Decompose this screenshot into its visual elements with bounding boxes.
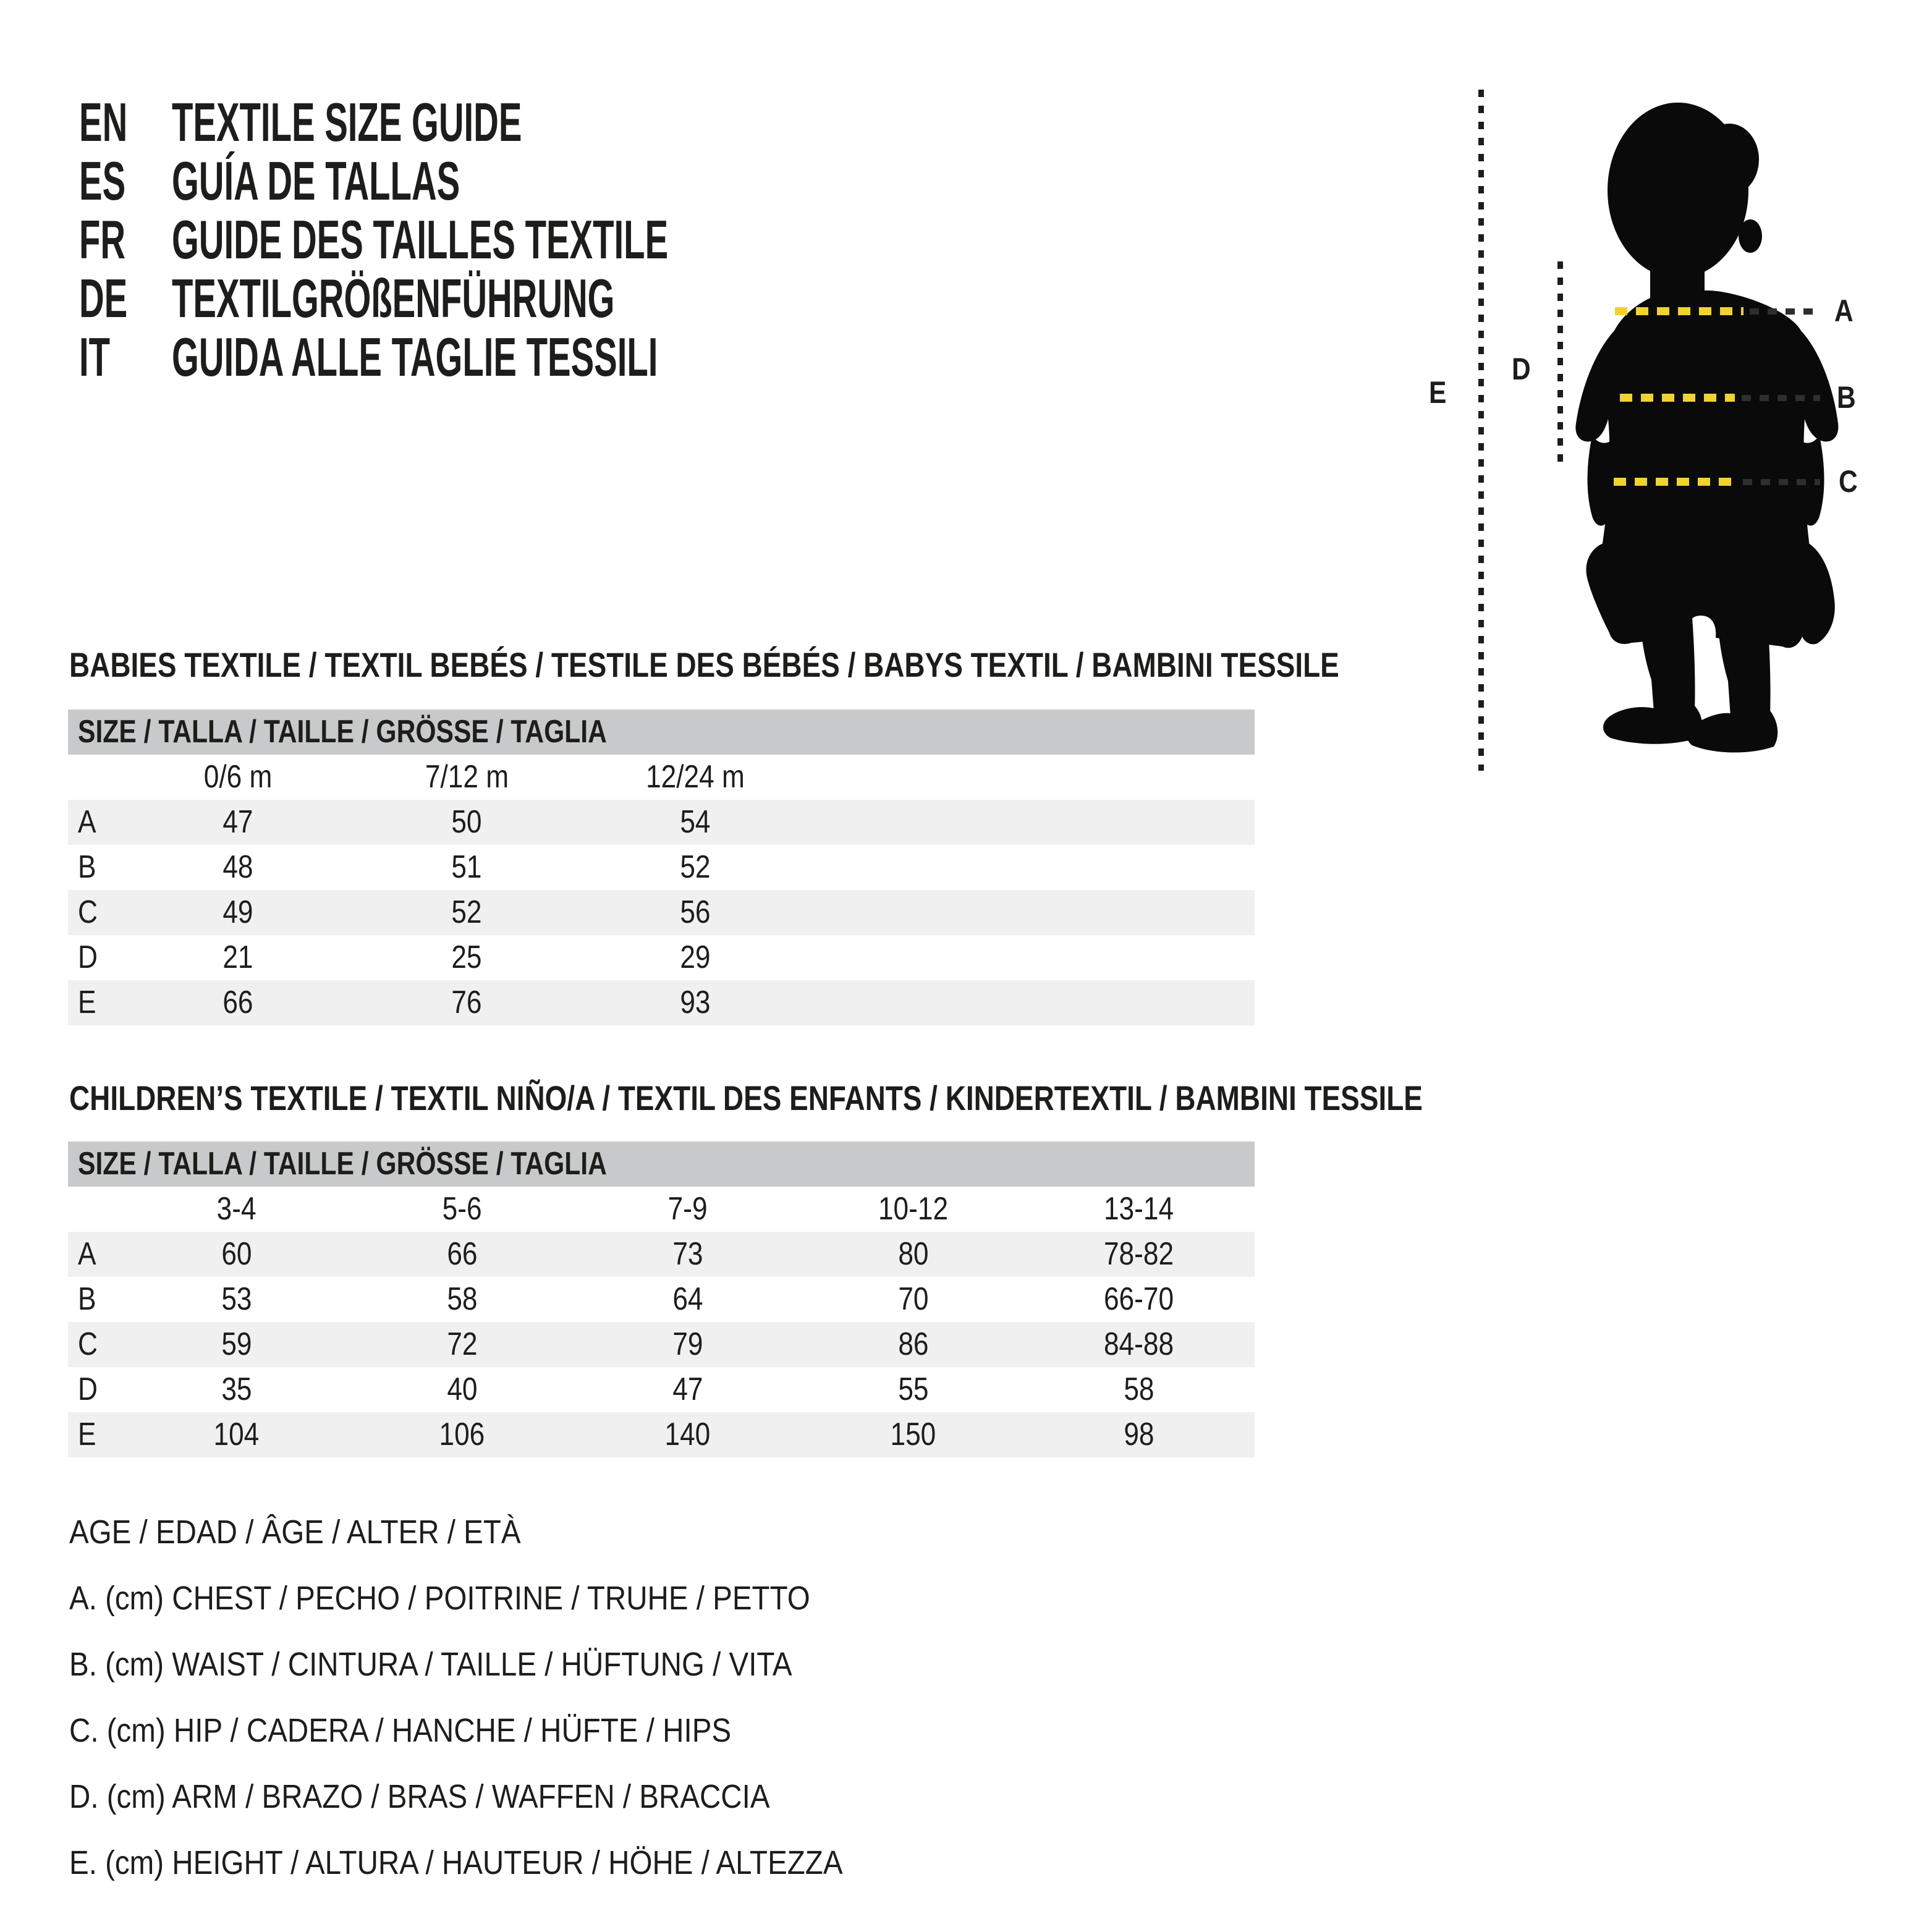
guide-title-en: TEXTILE SIZE GUIDE bbox=[172, 91, 522, 153]
table-row: D 35 40 47 55 58 bbox=[78, 1371, 1155, 1407]
hip-label: C bbox=[1839, 464, 1858, 499]
hip-dash-dark bbox=[1743, 479, 1820, 485]
children-size-header-bar: SIZE / TALLA / TAILLE / GRÖSSE / TAGLIA bbox=[68, 1142, 1255, 1187]
babies-col-1: 7/12 m bbox=[425, 759, 509, 795]
waist-label: B bbox=[1837, 380, 1856, 415]
language-row-fr: FR GUIDE DES TAILLES TEXTILE bbox=[79, 210, 947, 269]
measurement-legend: AGE / EDAD / ÂGE / ALTER / ETÀ A. (cm) C… bbox=[69, 1515, 948, 1912]
children-col-3: 10-12 bbox=[878, 1191, 949, 1227]
language-row-en: EN TEXTILE SIZE GUIDE bbox=[79, 93, 947, 151]
language-row-es: ES GUÍA DE TALLAS bbox=[79, 151, 947, 210]
guide-title-de: TEXTILGRÖßENFÜHRUNG bbox=[172, 268, 615, 329]
height-measure-line bbox=[1478, 90, 1484, 771]
table-row: A 47 50 54 bbox=[68, 800, 1255, 845]
legend-arm: D. (cm) ARM / BRAZO / BRAS / WAFFEN / BR… bbox=[69, 1778, 770, 1815]
chest-dash-yellow bbox=[1615, 307, 1743, 315]
table-row: C 59 72 79 86 84-88 bbox=[68, 1322, 1255, 1367]
language-row-de: DE TEXTILGRÖßENFÜHRUNG bbox=[79, 269, 947, 328]
table-row: E 66 76 93 bbox=[68, 980, 1255, 1025]
table-row: A 60 66 73 80 78-82 bbox=[68, 1232, 1255, 1277]
child-silhouette bbox=[1575, 103, 1839, 753]
babies-size-header-bar: SIZE / TALLA / TAILLE / GRÖSSE / TAGLIA bbox=[68, 710, 1255, 755]
language-code-en: EN bbox=[79, 91, 128, 153]
children-col-0: 3-4 bbox=[216, 1191, 256, 1227]
waist-dash-dark bbox=[1742, 395, 1820, 401]
table-row: E 104 106 140 150 98 bbox=[68, 1412, 1255, 1457]
chest-dash-dark bbox=[1750, 308, 1821, 315]
babies-column-header-row: 0/6 m 7/12 m 12/24 m bbox=[68, 755, 1255, 800]
guide-title-fr: GUIDE DES TAILLES TEXTILE bbox=[172, 209, 669, 270]
babies-table: 0/6 m 7/12 m 12/24 m A 47 50 54 B 48 51 … bbox=[68, 755, 1255, 1025]
language-code-fr: FR bbox=[79, 209, 126, 270]
height-label: E bbox=[1429, 375, 1447, 410]
language-code-it: IT bbox=[79, 326, 111, 388]
babies-col-2: 12/24 m bbox=[646, 759, 745, 795]
legend-chest: A. (cm) CHEST / PECHO / POITRINE / TRUHE… bbox=[69, 1580, 810, 1617]
guide-title-it: GUIDA ALLE TAGLIE TESSILI bbox=[172, 326, 658, 388]
language-code-es: ES bbox=[79, 150, 126, 211]
children-column-header-row: 3-4 5-6 7-9 10-12 13-14 bbox=[68, 1187, 1255, 1232]
language-row-it: IT GUIDA ALLE TAGLIE TESSILI bbox=[79, 328, 947, 386]
babies-section-title: BABIES TEXTILE / TEXTIL BEBÉS / TESTILE … bbox=[69, 645, 1339, 684]
legend-hip: C. (cm) HIP / CADERA / HANCHE / HÜFTE / … bbox=[69, 1712, 732, 1749]
chest-label: A bbox=[1834, 294, 1854, 328]
language-code-de: DE bbox=[79, 268, 128, 329]
legend-height: E. (cm) HEIGHT / ALTURA / HAUTEUR / HÖHE… bbox=[69, 1844, 843, 1881]
children-col-2: 7-9 bbox=[667, 1191, 708, 1227]
legend-waist: B. (cm) WAIST / CINTURA / TAILLE / HÜFTU… bbox=[69, 1646, 792, 1683]
children-section-title: CHILDREN’S TEXTILE / TEXTIL NIÑO/A / TEX… bbox=[69, 1078, 1423, 1117]
table-row: B 53 58 64 70 66-70 bbox=[78, 1281, 1174, 1317]
arm-measure-line bbox=[1557, 261, 1563, 470]
arm-label: D bbox=[1512, 352, 1531, 386]
legend-age: AGE / EDAD / ÂGE / ALTER / ETÀ bbox=[69, 1514, 521, 1551]
hip-dash-yellow bbox=[1614, 478, 1735, 486]
table-row: B 48 51 52 bbox=[78, 849, 711, 885]
language-header: EN TEXTILE SIZE GUIDE ES GUÍA DE TALLAS … bbox=[79, 93, 947, 386]
children-col-1: 5-6 bbox=[442, 1191, 482, 1227]
waist-dash-yellow bbox=[1620, 394, 1735, 402]
children-table: 3-4 5-6 7-9 10-12 13-14 A 60 66 73 80 78… bbox=[68, 1187, 1255, 1457]
children-col-4: 13-14 bbox=[1103, 1191, 1174, 1227]
guide-title-es: GUÍA DE TALLAS bbox=[172, 150, 460, 211]
table-row: D 21 25 29 bbox=[78, 939, 711, 975]
table-row: C 49 52 56 bbox=[68, 890, 1255, 935]
babies-col-0: 0/6 m bbox=[203, 759, 273, 795]
